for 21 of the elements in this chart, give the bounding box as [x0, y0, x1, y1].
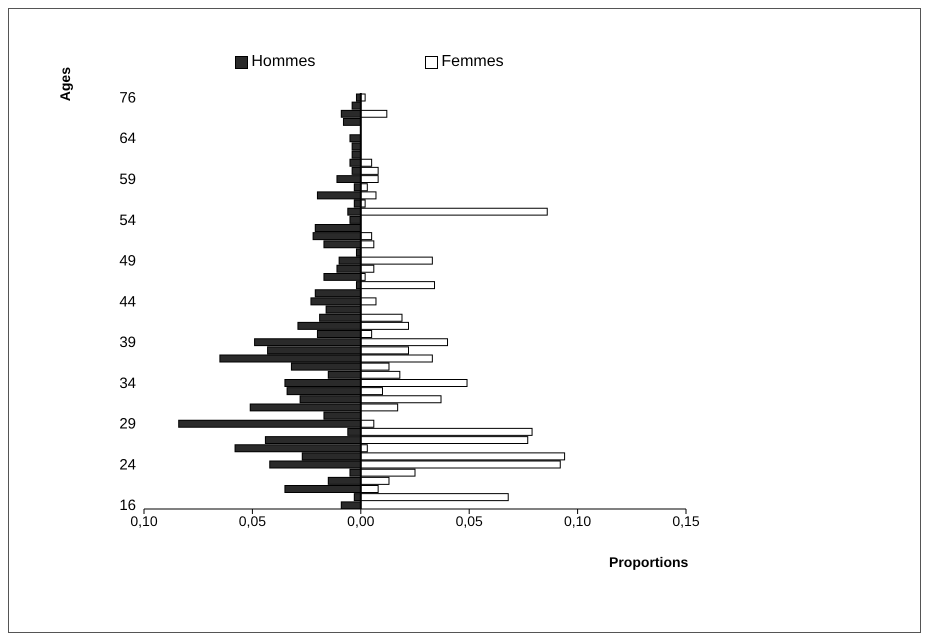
y-tick-label: 49: [119, 252, 136, 270]
y-tick-label: 34: [119, 374, 136, 392]
y-tick-label: 16: [119, 497, 136, 514]
x-tick-label: 0,05: [456, 512, 484, 529]
y-tick-label: 59: [119, 170, 136, 188]
y-tick-label: 29: [119, 416, 136, 433]
y-tick-label: 76: [119, 89, 136, 106]
x-tick-label: 0,10: [564, 512, 592, 529]
x-tick-label: 0,15: [672, 512, 700, 529]
legend-label: Femmes: [441, 53, 504, 71]
y-tick-label: 64: [119, 130, 136, 148]
y-axis-title: Ages: [57, 67, 73, 102]
x-tick-label: 0,10: [130, 512, 158, 529]
x-axis-title: Proportions: [609, 554, 688, 570]
x-tick-label: 0,05: [238, 512, 266, 529]
y-tick-label: 54: [119, 212, 136, 229]
legend-label: Hommes: [251, 53, 316, 71]
y-tick-label: 39: [119, 334, 136, 352]
x-tick-label: 0,00: [347, 512, 375, 529]
y-tick-label: 24: [119, 456, 136, 474]
y-tick-label: 44: [119, 293, 136, 310]
